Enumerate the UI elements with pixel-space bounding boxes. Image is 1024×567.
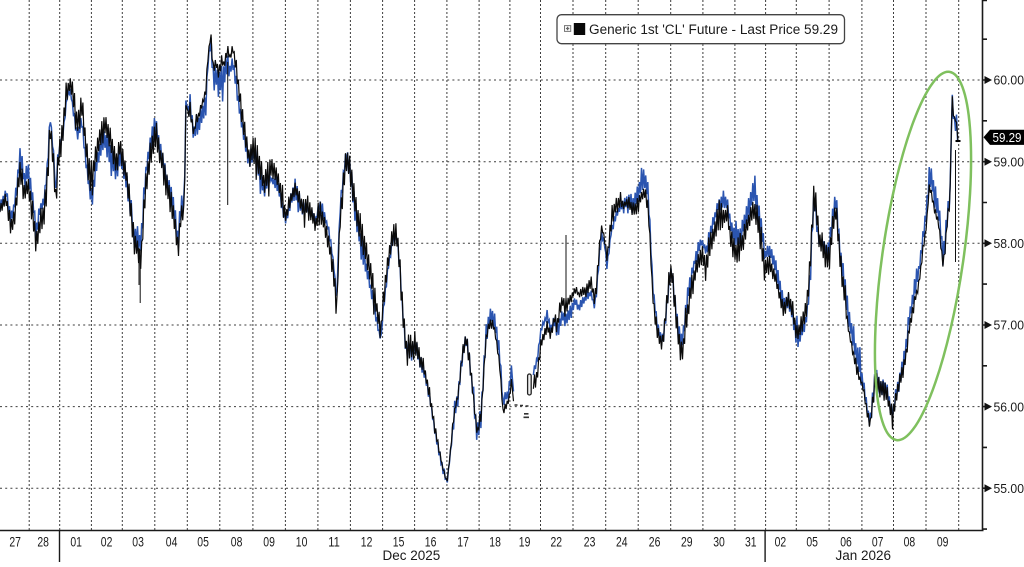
svg-text:09: 09 — [263, 535, 275, 550]
svg-text:58.00: 58.00 — [994, 236, 1024, 251]
svg-text:05: 05 — [197, 535, 209, 550]
svg-text:55.00: 55.00 — [994, 481, 1024, 496]
svg-text:04: 04 — [166, 535, 178, 550]
svg-text:09: 09 — [937, 535, 949, 550]
svg-text:27: 27 — [9, 535, 21, 550]
svg-text:05: 05 — [806, 535, 818, 550]
svg-text:56.00: 56.00 — [994, 399, 1024, 414]
svg-text:Jan 2026: Jan 2026 — [836, 548, 892, 562]
svg-text:26: 26 — [649, 535, 661, 550]
svg-text:19: 19 — [519, 535, 531, 550]
svg-text:Dec 2025: Dec 2025 — [383, 548, 441, 562]
svg-text:22: 22 — [551, 535, 563, 550]
svg-text:17: 17 — [457, 535, 469, 550]
svg-text:02: 02 — [101, 535, 113, 550]
svg-text:11: 11 — [328, 535, 340, 550]
svg-text:02: 02 — [775, 535, 787, 550]
svg-text:12: 12 — [361, 535, 373, 550]
svg-text:59.00: 59.00 — [994, 154, 1024, 169]
svg-text:31: 31 — [745, 535, 757, 550]
svg-text:57.00: 57.00 — [994, 318, 1024, 333]
svg-text:Generic 1st 'CL' Future - Last: Generic 1st 'CL' Future - Last Price 59.… — [589, 22, 838, 37]
svg-text:28: 28 — [37, 535, 49, 550]
svg-text:10: 10 — [296, 535, 308, 550]
svg-text:03: 03 — [132, 535, 144, 550]
svg-text:18: 18 — [489, 535, 501, 550]
svg-text:29: 29 — [681, 535, 693, 550]
svg-text:59.29: 59.29 — [993, 130, 1022, 145]
svg-text:60.00: 60.00 — [994, 73, 1024, 88]
svg-text:30: 30 — [713, 535, 725, 550]
svg-text:08: 08 — [231, 535, 243, 550]
svg-text:23: 23 — [584, 535, 596, 550]
svg-text:24: 24 — [616, 535, 628, 550]
svg-text:01: 01 — [70, 535, 82, 550]
svg-text:08: 08 — [904, 535, 916, 550]
